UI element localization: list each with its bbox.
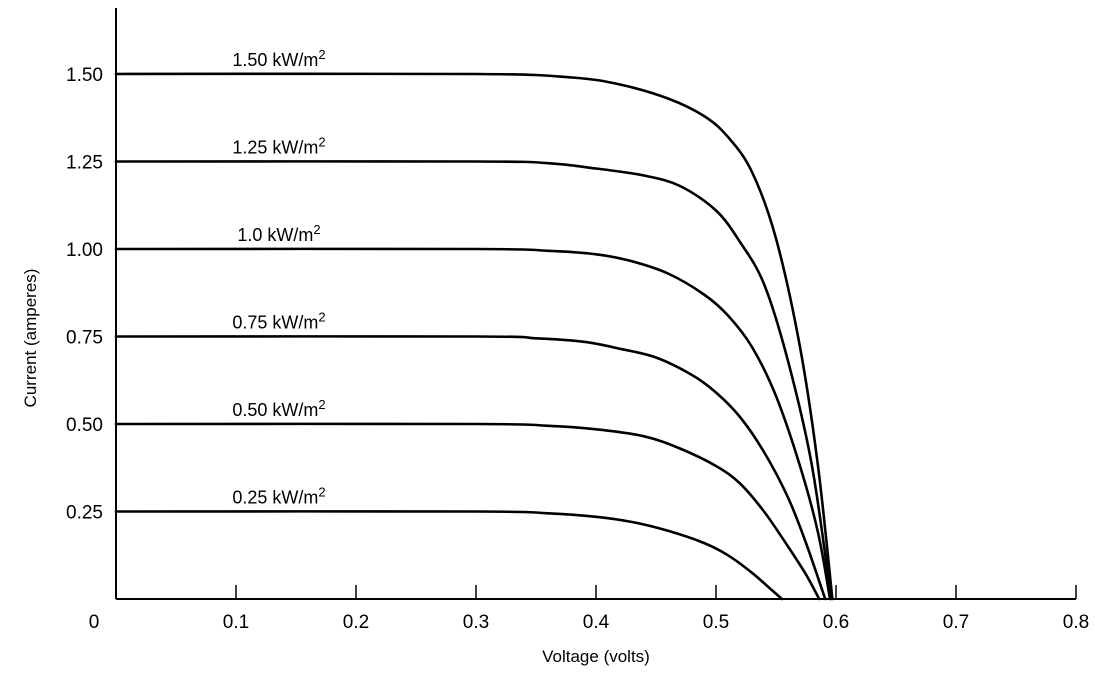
series-label: 1.25 kW/m2 <box>232 135 325 158</box>
y-tick-label: 0.50 <box>66 415 103 436</box>
y-tick-label: 1.50 <box>66 65 103 86</box>
x-tick-label: 0.3 <box>463 612 489 633</box>
series-label-superscript: 2 <box>318 135 325 150</box>
series-label-superscript: 2 <box>313 222 320 237</box>
series-curve <box>114 335 827 601</box>
series-label: 0.25 kW/m2 <box>232 485 325 508</box>
series-label-superscript: 2 <box>318 47 325 62</box>
series-curve <box>114 247 832 601</box>
series-label-superscript: 2 <box>318 485 325 500</box>
series-label-text: 0.75 kW/m <box>232 313 318 333</box>
series-curve <box>114 422 821 601</box>
series-label-text: 0.50 kW/m <box>232 400 318 420</box>
series-label-text: 0.25 kW/m <box>232 488 318 508</box>
series-curve <box>114 160 833 601</box>
x-tick-label: 0.5 <box>703 612 729 633</box>
x-tick-label: 0.4 <box>583 612 610 633</box>
series-curve <box>114 510 784 601</box>
series-label: 1.50 kW/m2 <box>232 47 325 70</box>
series-label: 0.75 kW/m2 <box>232 310 325 333</box>
series-label-superscript: 2 <box>318 397 325 412</box>
y-tick-label: 0.25 <box>66 503 103 524</box>
series-label: 0.50 kW/m2 <box>232 397 325 420</box>
series-label-superscript: 2 <box>318 310 325 325</box>
series-label-text: 1.25 kW/m <box>232 138 318 158</box>
x-tick-label: 0.1 <box>223 612 249 633</box>
x-tick-label: 0 <box>89 612 100 633</box>
x-tick-label: 0.6 <box>823 612 849 633</box>
series-label-text: 1.0 kW/m <box>237 225 313 245</box>
series-label-text: 1.50 kW/m <box>232 50 318 70</box>
y-axis-title: Current (amperes) <box>21 269 40 408</box>
x-tick-label: 0.2 <box>343 612 369 633</box>
y-tick-label: 1.25 <box>66 153 103 174</box>
series-curve <box>114 72 834 601</box>
y-tick-label: 1.00 <box>66 240 103 261</box>
x-tick-label: 0.8 <box>1063 612 1089 633</box>
series-label: 1.0 kW/m2 <box>237 222 320 245</box>
x-axis-title: Voltage (volts) <box>542 647 650 666</box>
x-tick-label: 0.7 <box>943 612 969 633</box>
y-tick-label: 0.75 <box>66 328 103 349</box>
